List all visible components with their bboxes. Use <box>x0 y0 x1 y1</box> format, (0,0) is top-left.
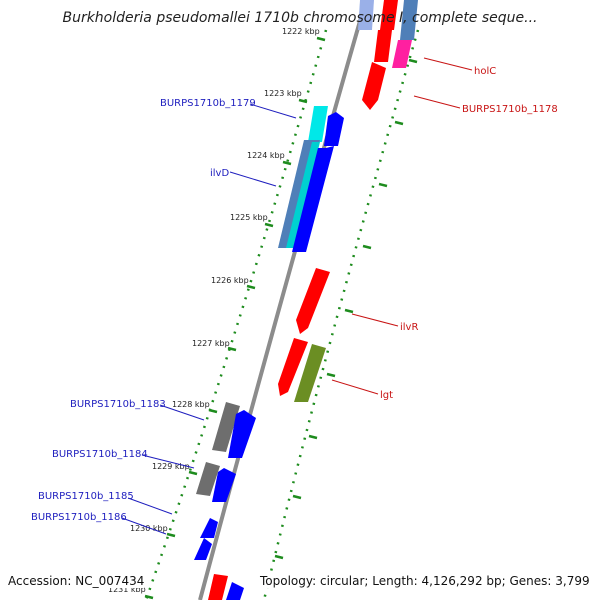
gene-feature-red <box>362 62 386 110</box>
gene-feature-blue <box>358 0 374 30</box>
gene-feature-blue <box>212 468 236 502</box>
gene-feature-blue <box>324 112 344 146</box>
gene-feature-blue <box>400 0 418 40</box>
gene-label: BURPS1710b_1185 <box>38 491 134 502</box>
gene-label: BURPS1710b_1183 <box>70 399 166 410</box>
tick-label: 1231 kbp <box>108 585 146 594</box>
tick-mark <box>166 532 176 538</box>
gene-feature-cyan <box>308 106 328 142</box>
gene-label: BURPS1710b_1186 <box>31 512 127 523</box>
tick-labels: 1222 kbp 1223 kbp 1224 kbp 1225 kbp 1226… <box>108 27 320 594</box>
tick-mark <box>274 554 284 560</box>
tick-mark <box>282 160 292 166</box>
gene-feature-red <box>278 338 308 396</box>
tick-mark <box>227 346 237 352</box>
gene-feature-blue <box>292 146 334 252</box>
tick-mark <box>292 494 302 500</box>
tick-mark <box>308 434 318 440</box>
label-connectors <box>121 57 473 535</box>
gene-label: ilvR <box>400 322 418 333</box>
tick-label: 1230 kbp <box>130 524 168 533</box>
tick-label: 1223 kbp <box>264 89 302 98</box>
gene-label: lgt <box>380 390 393 401</box>
accession-text: Accession: NC_007434 <box>8 574 145 588</box>
tick-mark <box>344 308 354 314</box>
tick-label: 1224 kbp <box>247 151 285 160</box>
tick-mark <box>378 182 388 188</box>
tick-label: 1229 kbp <box>152 462 190 471</box>
gene-feature-magenta <box>392 40 412 68</box>
tick-label: 1226 kbp <box>211 276 249 285</box>
gene-feature-grey <box>212 402 240 452</box>
gene-feature-blue <box>228 410 256 458</box>
gene-label: BURPS1710b_1184 <box>52 449 148 460</box>
tick-mark <box>408 58 418 64</box>
topology-summary: Topology: circular; Length: 4,126,292 bp… <box>260 574 590 588</box>
gene-feature-blue <box>200 518 218 538</box>
gene-feature-olive <box>294 344 326 402</box>
tick-marks <box>144 36 418 600</box>
tick-mark <box>188 470 198 476</box>
tick-mark <box>394 120 404 126</box>
gene-labels: holC BURPS1710b_1178 BURPS1710b_1179 ilv… <box>31 66 558 523</box>
gene-feature-blue <box>226 582 244 600</box>
chromosome-backbone <box>198 0 368 600</box>
tick-mark <box>362 244 372 250</box>
tick-label: 1225 kbp <box>230 213 268 222</box>
tick-mark <box>264 222 274 228</box>
gene-feature-blue <box>194 538 212 560</box>
gene-label: ilvD <box>210 168 229 179</box>
gene-label: BURPS1710b_1178 <box>462 104 558 115</box>
tick-mark <box>316 36 326 42</box>
tick-label: 1228 kbp <box>172 400 210 409</box>
map-title: Burkholderia pseudomallei 1710b chromoso… <box>62 10 538 26</box>
gene-label: holC <box>474 66 496 77</box>
gene-label: BURPS1710b_1179 <box>160 98 256 109</box>
tick-label: 1227 kbp <box>192 339 230 348</box>
tick-mark <box>144 594 154 600</box>
gene-feature-red <box>374 30 392 62</box>
gene-feature-red <box>208 574 228 600</box>
tick-mark <box>246 284 256 290</box>
tick-mark <box>298 98 308 104</box>
tick-label: 1222 kbp <box>282 27 320 36</box>
gene-feature-grey <box>196 462 220 496</box>
tick-mark <box>326 372 336 378</box>
gene-feature-cyan <box>286 142 320 248</box>
tick-mark <box>208 408 218 414</box>
gene-feature-red <box>380 0 398 30</box>
gene-feature-red <box>296 268 330 334</box>
